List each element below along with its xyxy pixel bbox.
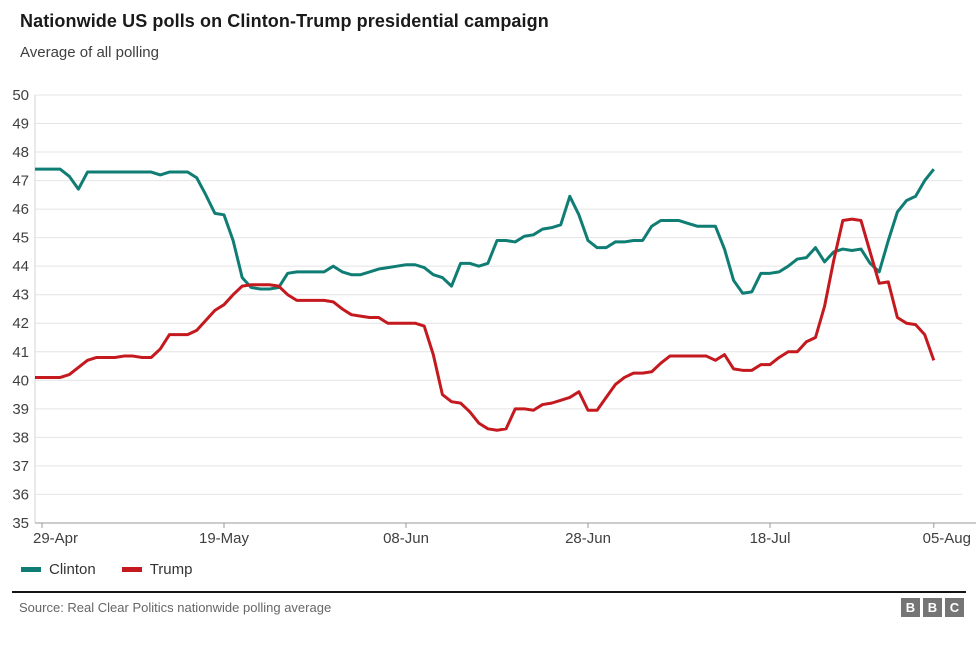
y-axis-label-36: 36 [12, 486, 29, 503]
legend-label-trump: Trump [149, 560, 193, 578]
page-subtitle: Average of all polling [20, 44, 159, 61]
legend-item-clinton: Clinton [21, 561, 96, 578]
y-axis-label-43: 43 [12, 287, 29, 304]
y-axis-label-42: 42 [12, 315, 29, 332]
y-axis-label-35: 35 [12, 515, 29, 532]
y-axis-label-45: 45 [12, 230, 29, 247]
bbc-logo-block-b1: B [901, 598, 920, 617]
y-axis-label-41: 41 [12, 344, 29, 361]
y-axis-label-50: 50 [12, 87, 29, 104]
bbc-logo-block-b2: B [923, 598, 942, 617]
y-axis-label-38: 38 [12, 429, 29, 446]
clinton-line [35, 167, 935, 295]
legend-swatch-trump [121, 566, 142, 572]
trump-line [35, 217, 936, 432]
y-axis-label-49: 49 [12, 116, 29, 133]
y-axis-label-48: 48 [12, 144, 29, 161]
legend-item-trump: Trump [121, 560, 193, 578]
chart-legend: Clinton Trump [21, 559, 218, 579]
legend-swatch-clinton [21, 566, 41, 572]
y-axis-label-40: 40 [12, 372, 29, 389]
polling-line-chart: 35 36 37 38 39 40 41 42 43 44 45 46 47 48 49 50 29-Apr 19… [12, 87, 976, 547]
footer-divider [12, 591, 966, 593]
x-axis-label-05-Aug: 05-Aug [923, 530, 971, 547]
x-axis-label-18-Jul: 18-Jul [750, 530, 791, 547]
bbc-logo: B B C [898, 598, 964, 617]
y-axis-label-47: 47 [12, 173, 29, 190]
bbc-logo-block-c: C [945, 598, 964, 617]
y-axis-label-44: 44 [12, 258, 29, 275]
x-axis-label-28-Jun: 28-Jun [565, 530, 611, 547]
y-axis-label-39: 39 [12, 401, 29, 418]
y-axis-label-46: 46 [12, 201, 29, 218]
legend-label-clinton: Clinton [49, 560, 96, 578]
x-axis-label-29-Apr: 29-Apr [33, 530, 78, 547]
x-axis-label-19-May: 19-May [199, 530, 250, 547]
page-title: Nationwide US polls on Clinton-Trump pre… [20, 11, 549, 31]
source-attribution: Source: Real Clear Politics nationwide p… [19, 600, 332, 615]
y-axis-label-37: 37 [12, 458, 29, 475]
x-axis-label-08-Jun: 08-Jun [383, 530, 429, 547]
